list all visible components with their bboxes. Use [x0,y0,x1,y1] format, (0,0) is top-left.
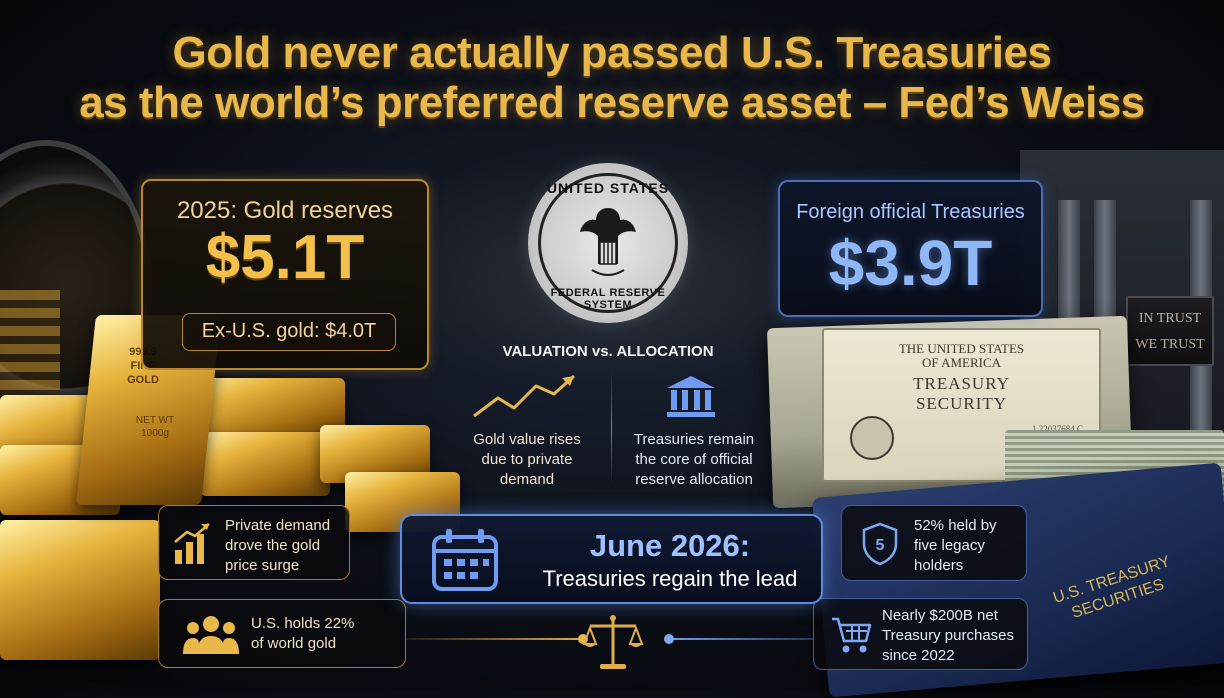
people-icon [183,616,239,654]
weight-line: NET WT [135,415,175,426]
foreign-treasuries-panel [778,180,1043,317]
bill-header-line: OF AMERICA [921,355,1002,370]
eagle-icon [580,208,636,276]
seal-bottom-text: FEDERAL RESERVE SYSTEM [550,287,666,311]
june-banner-title: June 2026: [589,528,751,563]
plaque-line-2: WE TRUST [1135,337,1205,352]
center-divider [611,372,612,484]
seal-top-text: UNITED STATES [546,180,670,196]
blue-connector-line [668,638,813,640]
june-banner-subtitle: Treasuries regain the lead [542,566,798,591]
calendar-icon [432,529,498,591]
foreign-treasuries-value: $3.9T [828,227,993,299]
bill-header-line: THE UNITED STATES [898,341,1025,356]
gold-bar-weight: NET WT 1000g [120,414,190,440]
bank-icon [667,376,715,417]
valuation-allocation-heading: VALUATION vs. ALLOCATION [502,343,714,360]
scales-icon [582,615,644,669]
private-demand-text: Private demand drove the gold price surg… [225,517,331,574]
stamp-line: GOLD [127,374,159,386]
seal-ring [538,173,678,313]
blue-connector-dot [664,634,674,644]
gold-shelves-image [0,290,60,400]
foreign-treasuries-label: Foreign official Treasuries [796,201,1025,223]
us-holds-text: U.S. holds 22% of world gold [251,615,355,652]
bar-chart-up-icon [174,523,210,564]
headline-line-2: as the world’s preferred reserve asset –… [79,78,1145,127]
bill-title-line: TREASURY [913,374,1010,393]
headline-line-1: Gold never actually passed U.S. Treasuri… [172,28,1052,77]
cart-icon [832,617,872,653]
bill-serial-number: 1 22037684 C [1031,424,1083,434]
shield-icon: 5 [862,522,898,566]
bill-seal-icon [850,416,894,460]
plaque-line-1: IN TRUST [1138,311,1202,326]
exus-gold-pill: Ex-U.S. gold: $4.0T [182,313,396,351]
treasury-purchases-card: Nearly $200B net Treasury purchases sinc… [813,598,1028,670]
treasuries-caption: Treasuries remain the core of official r… [633,431,755,488]
treasury-purchases-text: Nearly $200B net Treasury purchases sinc… [882,607,1014,664]
trend-up-icon [473,374,576,418]
headline: Gold never actually passed U.S. Treasuri… [0,28,1224,128]
bill-title: TREASURY SECURITY [824,374,1099,414]
gold-reserves-value: $5.1T [205,223,365,292]
trust-plaque: IN TRUST WE TRUST [1126,296,1214,366]
weight-line: 1000g [141,428,169,439]
bill-title-line: SECURITY [915,394,1008,413]
gold-bar [0,520,160,660]
gold-connector-line [406,638,584,640]
gold-bar [200,432,330,496]
gold-connector-dot [578,634,588,644]
gold-reserves-label: 2025: Gold reserves [176,197,394,224]
gold-value-caption: Gold value rises due to private demand [473,431,581,488]
us-holds-card: U.S. holds 22% of world gold [158,599,406,668]
private-demand-card: Private demand drove the gold price surg… [158,505,350,580]
legacy-holders-card: 5 52% held by five legacy holders [841,505,1027,581]
legacy-holders-text: 52% held by five legacy holders [914,517,997,574]
shield-number: 5 [876,537,885,554]
bill-header: THE UNITED STATES OF AMERICA [824,342,1099,370]
